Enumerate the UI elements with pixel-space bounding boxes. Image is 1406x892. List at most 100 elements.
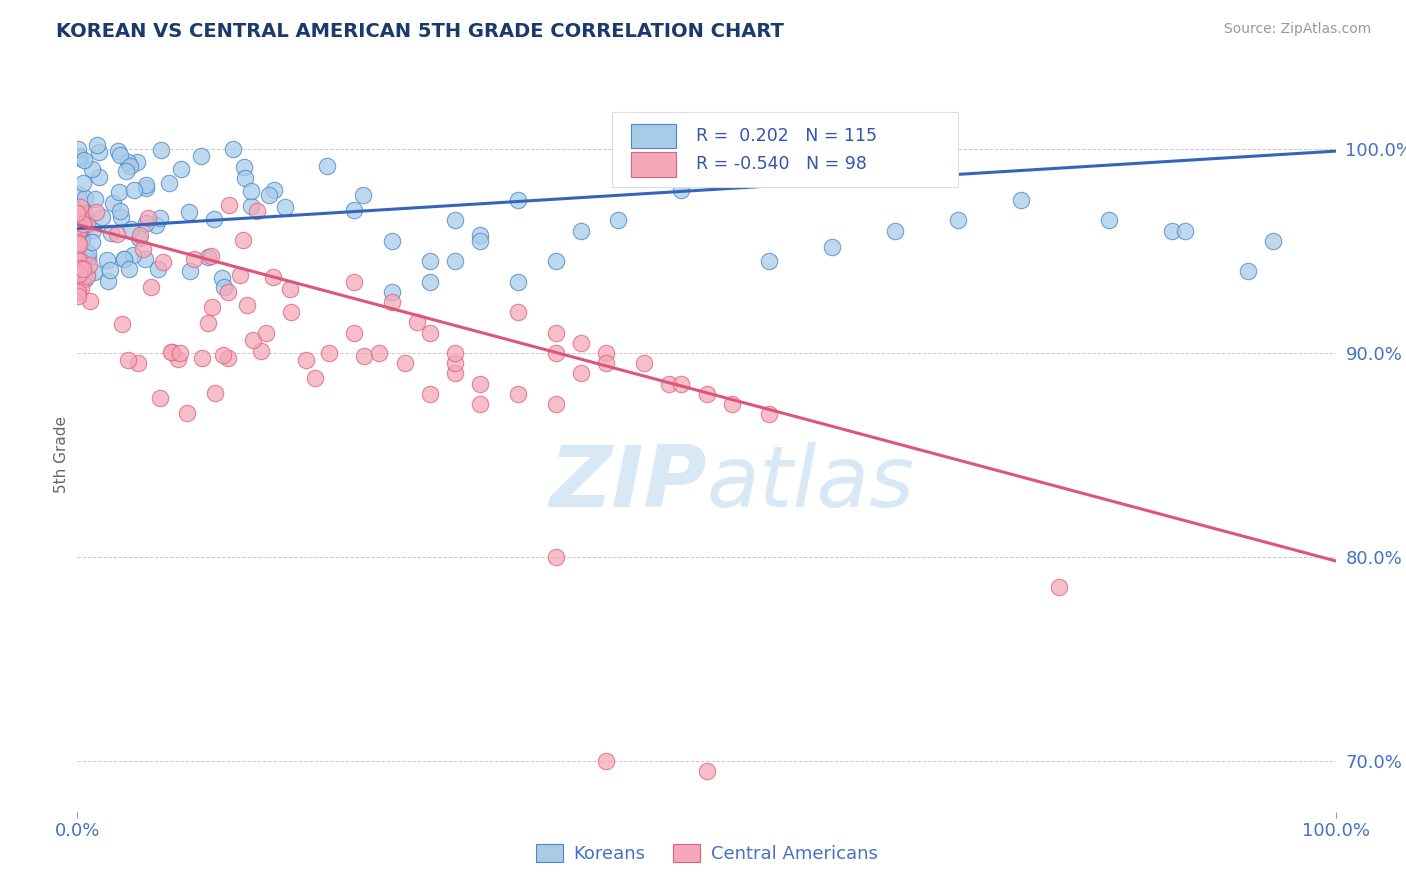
Point (368, 346, 391, 360)
Point (595, 346, 617, 360)
Point (110, 148, 132, 162)
Point (69, 260, 91, 275)
Point (120, 221, 142, 235)
Point (381, 285, 404, 299)
Point (217, 285, 239, 299)
Point (152, 254, 174, 268)
Point (353, 349, 375, 363)
Point (132, 243, 155, 257)
Text: KOREAN VS CENTRAL AMERICAN 5TH GRADE CORRELATION CHART: KOREAN VS CENTRAL AMERICAN 5TH GRADE COR… (56, 22, 785, 41)
Point (70, 265, 93, 279)
Point (1161, 224, 1184, 238)
Point (419, 275, 441, 289)
Text: R =  0.202   N = 115: R = 0.202 N = 115 (696, 127, 877, 145)
Point (70, 271, 93, 285)
Point (135, 216, 157, 230)
Point (70, 230, 93, 244)
Text: Source: ZipAtlas.com: Source: ZipAtlas.com (1223, 22, 1371, 37)
Point (69, 200, 91, 214)
Legend: Koreans, Central Americans: Koreans, Central Americans (529, 837, 884, 871)
Point (202, 212, 225, 227)
Point (72, 207, 94, 221)
Point (671, 183, 693, 197)
Point (67, 252, 90, 267)
Point (236, 298, 259, 312)
Point (66, 284, 89, 298)
Point (200, 249, 222, 263)
Point (73, 272, 96, 286)
Point (228, 268, 250, 282)
Point (66, 239, 89, 253)
Point (262, 270, 284, 285)
Point (183, 252, 205, 266)
Point (89, 170, 111, 185)
Point (72, 261, 94, 276)
Point (110, 210, 132, 224)
FancyBboxPatch shape (631, 124, 676, 148)
FancyBboxPatch shape (612, 112, 959, 187)
Point (419, 254, 441, 268)
Point (139, 280, 162, 294)
Point (239, 184, 262, 198)
Point (67, 219, 90, 233)
Point (1047, 581, 1070, 595)
Point (191, 351, 214, 365)
Point (217, 351, 239, 365)
Point (148, 262, 170, 277)
Point (80, 161, 103, 176)
Point (77, 251, 100, 265)
Point (294, 353, 316, 368)
Point (315, 159, 337, 173)
Point (506, 386, 529, 401)
Point (75, 206, 97, 220)
Point (97, 274, 120, 288)
Point (544, 254, 567, 268)
Point (136, 211, 159, 225)
Point (166, 351, 188, 366)
Point (70, 253, 93, 268)
Point (544, 549, 567, 564)
Point (232, 160, 254, 174)
Point (304, 371, 326, 385)
Point (135, 180, 157, 194)
Point (121, 248, 143, 262)
Point (67, 237, 90, 252)
Point (318, 346, 340, 360)
Point (76, 267, 98, 281)
Point (343, 326, 366, 340)
Point (1098, 213, 1121, 227)
Point (758, 254, 780, 268)
Point (569, 367, 592, 381)
Point (948, 213, 970, 227)
Point (117, 154, 139, 169)
Point (278, 282, 301, 296)
Point (211, 348, 233, 362)
Point (107, 145, 129, 159)
Point (145, 219, 167, 233)
Point (232, 233, 254, 247)
Point (343, 203, 366, 218)
Point (444, 254, 467, 268)
Point (70, 235, 93, 249)
Point (73, 215, 96, 229)
Point (242, 334, 264, 348)
Point (66, 205, 89, 219)
Point (73, 249, 96, 263)
Point (569, 335, 592, 350)
Point (149, 391, 172, 405)
Point (658, 376, 681, 391)
Point (84, 205, 107, 219)
Point (280, 305, 302, 319)
Point (66, 142, 89, 156)
Point (444, 356, 467, 370)
Point (124, 183, 146, 197)
Point (149, 143, 172, 157)
Point (66, 187, 89, 202)
Point (108, 204, 131, 219)
Point (128, 228, 150, 243)
Point (884, 224, 907, 238)
Point (595, 754, 617, 768)
Point (343, 275, 366, 289)
Point (169, 346, 191, 360)
Point (86, 138, 108, 153)
